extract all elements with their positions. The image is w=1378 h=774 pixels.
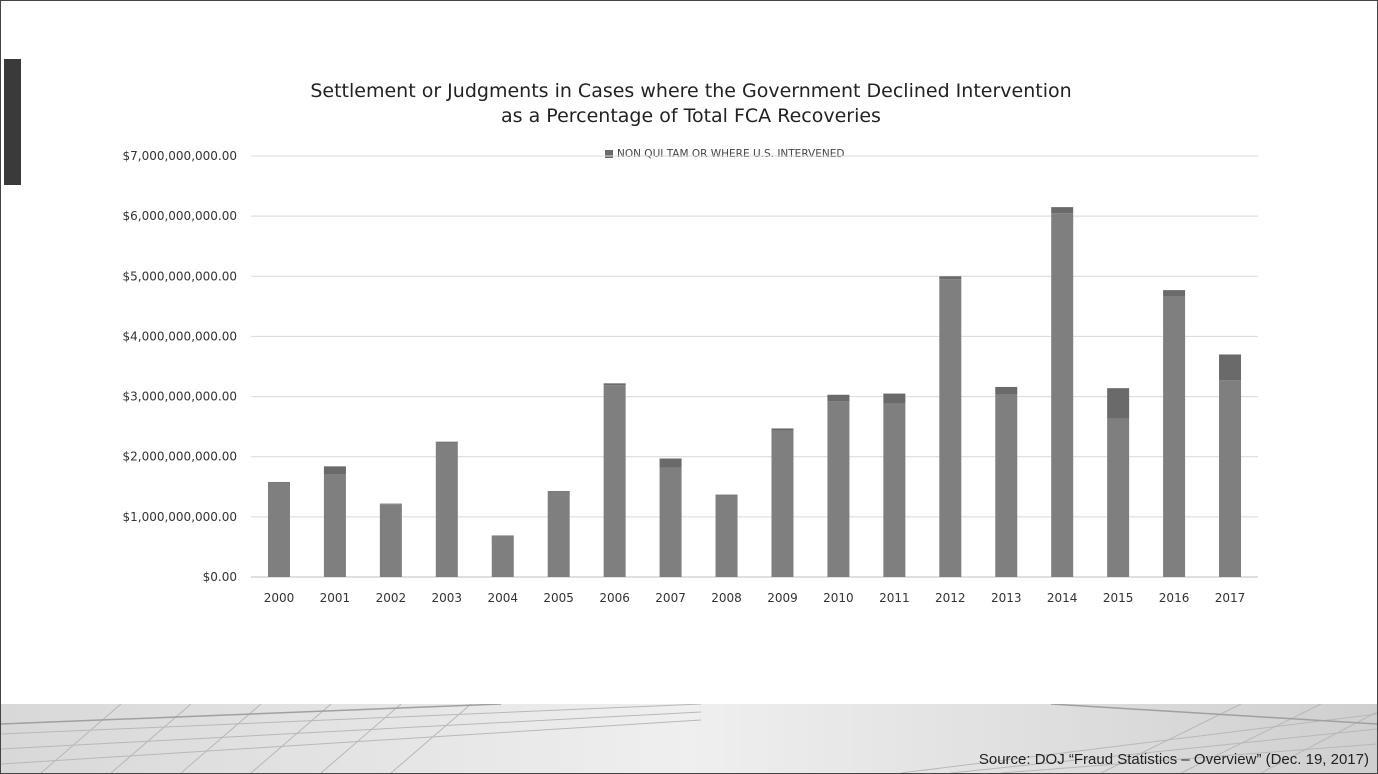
y-tick-label: $3,000,000,000.00: [122, 390, 237, 404]
x-tick-label: 2017: [1215, 591, 1246, 605]
x-tick-label: 2014: [1047, 591, 1078, 605]
bar-segment-top: [603, 383, 626, 386]
x-tick-label: 2010: [823, 591, 854, 605]
chart-title-line-2: as a Percentage of Total FCA Recoveries: [501, 105, 881, 127]
bar-segment-top: [547, 490, 570, 492]
x-axis-tick-labels: 2000 2001 2002 2003 2004 2005 2006 2007 2008 2009…: [264, 591, 1246, 605]
x-tick-label: 2015: [1103, 591, 1134, 605]
bar-segment-main: [491, 536, 514, 577]
x-tick-label: 2007: [655, 591, 686, 605]
chart-title-line-1: Settlement or Judgments in Cases where t…: [310, 80, 1072, 102]
y-tick-label: $0.00: [203, 570, 237, 584]
x-tick-label: 2013: [991, 591, 1022, 605]
x-tick-label: 2016: [1159, 591, 1190, 605]
x-tick-label: 2009: [767, 591, 798, 605]
bar-segment-main: [939, 279, 962, 577]
bar-segment-main: [883, 403, 906, 577]
legend-label: NON QUI TAM OR WHERE U.S. INTERVENED: [617, 148, 845, 160]
left-accent-bar: [4, 59, 21, 185]
bar-segment-top: [827, 394, 850, 402]
y-tick-label: $1,000,000,000.00: [122, 510, 237, 524]
bar-segment-main: [1163, 296, 1186, 577]
y-tick-label: $2,000,000,000.00: [122, 450, 237, 464]
y-axis-tick-labels: $0.00 $1,000,000,000.00 $2,000,000,000.00 $…: [122, 149, 237, 584]
bar-segment-top: [1051, 207, 1074, 214]
bar-segment-main: [715, 495, 738, 577]
legend-swatch: [605, 150, 613, 158]
bar-segment-main: [995, 394, 1018, 577]
bar-segment-main: [603, 385, 626, 577]
bar-segment-main: [771, 430, 794, 577]
bar-segment-main: [379, 504, 402, 577]
x-tick-label: 2011: [879, 591, 910, 605]
chart-legend: NON QUI TAM OR WHERE U.S. INTERVENED: [605, 146, 844, 162]
bar-segment-top: [771, 428, 794, 431]
bar-segment-top: [939, 276, 962, 280]
gridlines: [251, 155, 1258, 578]
bar-segment-main: [659, 467, 682, 577]
bar-segment-top: [435, 441, 458, 443]
x-tick-label: 2003: [432, 591, 463, 605]
bar-segment-top: [323, 466, 346, 475]
bar-segment-main: [547, 491, 570, 577]
bar-segment-main: [1107, 418, 1130, 577]
bars: [267, 207, 1242, 577]
bar-segment-top: [883, 393, 906, 404]
bar-segment-top: [1163, 290, 1186, 297]
bar-segment-top: [995, 386, 1018, 395]
bar-segment-main: [1051, 213, 1074, 577]
bar-segment-main: [323, 474, 346, 577]
x-tick-label: 2002: [376, 591, 407, 605]
x-tick-label: 2001: [320, 591, 351, 605]
bar-segment-main: [435, 442, 458, 577]
source-citation: Source: DOJ “Fraud Statistics – Overview…: [978, 751, 1369, 768]
bar-segment-top: [1107, 388, 1130, 419]
x-tick-label: 2006: [599, 591, 630, 605]
y-tick-label: $4,000,000,000.00: [122, 329, 237, 343]
y-tick-label: $7,000,000,000.00: [122, 149, 237, 163]
x-tick-label: 2008: [711, 591, 742, 605]
bar-segment-main: [1219, 380, 1242, 577]
bar-segment-main: [267, 482, 290, 577]
footer-building-image: [1, 704, 1377, 773]
bar-segment-top: [659, 458, 682, 468]
x-tick-label: 2000: [264, 591, 295, 605]
chart-title: Settlement or Judgments in Cases where t…: [241, 79, 1141, 129]
bar-segment-top: [491, 535, 514, 537]
x-tick-label: 2012: [935, 591, 966, 605]
bar-segment-top: [267, 481, 290, 483]
bar-chart: $0.00 $1,000,000,000.00 $2,000,000,000.00 $…: [122, 149, 1258, 605]
y-tick-label: $5,000,000,000.00: [122, 269, 237, 283]
bar-segment-top: [715, 494, 738, 496]
y-tick-label: $6,000,000,000.00: [122, 209, 237, 223]
x-tick-label: 2005: [543, 591, 574, 605]
x-tick-label: 2004: [487, 591, 518, 605]
bar-segment-top: [1219, 354, 1242, 381]
bar-segment-main: [827, 401, 850, 577]
bar-segment-top: [379, 503, 402, 505]
